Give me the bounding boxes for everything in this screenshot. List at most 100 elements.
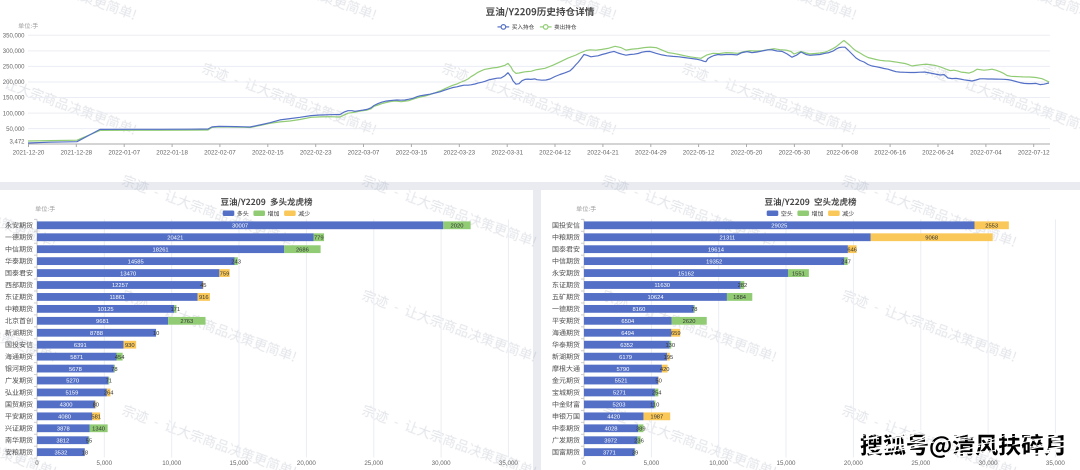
svg-text:659: 659 [671,331,681,337]
svg-text:0: 0 [582,460,586,467]
svg-text:2022-06-24: 2022-06-24 [922,150,954,157]
svg-text:420: 420 [660,367,670,373]
svg-text:1884: 1884 [733,295,747,301]
svg-text:930: 930 [125,343,135,349]
svg-text:5203: 5203 [613,403,626,409]
svg-text:100,000: 100,000 [3,111,25,117]
svg-text:35,000: 35,000 [1046,460,1065,467]
svg-text:2553: 2553 [985,224,998,230]
svg-text:25,000: 25,000 [911,460,930,467]
svg-text:2022-07-04: 2022-07-04 [970,150,1002,157]
svg-text:2022-02-23: 2022-02-23 [300,150,332,157]
svg-text:2022-03-31: 2022-03-31 [491,150,523,157]
svg-text:29025: 29025 [771,224,787,230]
svg-text:39: 39 [632,450,638,456]
svg-text:2021-12-20: 2021-12-20 [13,150,45,157]
svg-text:916: 916 [199,295,209,301]
svg-text:9681: 9681 [96,319,109,325]
svg-text:2022-06-08: 2022-06-08 [826,150,858,157]
svg-text:4028: 4028 [605,427,618,433]
svg-text:3972: 3972 [604,438,617,444]
svg-text:2022-06-16: 2022-06-16 [874,150,906,157]
svg-text:12257: 12257 [112,283,128,289]
svg-text:2022-01-07: 2022-01-07 [108,150,140,157]
svg-text:20,000: 20,000 [297,460,316,467]
svg-text:759: 759 [220,271,230,277]
svg-text:5159: 5159 [65,391,78,397]
svg-text:13470: 13470 [120,271,136,277]
svg-text:2022-04-12: 2022-04-12 [539,150,571,157]
svg-text:250,000: 250,000 [3,65,25,71]
svg-text:130: 130 [665,343,675,349]
svg-text:646: 646 [847,247,857,253]
svg-text:1987: 1987 [650,415,663,421]
svg-text:2022-02-15: 2022-02-15 [252,150,284,157]
svg-text:2022-05-12: 2022-05-12 [683,150,715,157]
svg-text:50: 50 [655,379,661,385]
svg-text:10,000: 10,000 [162,460,181,467]
svg-text:300,000: 300,000 [3,49,25,55]
svg-text:6504: 6504 [621,319,635,325]
svg-text:15,000: 15,000 [230,460,249,467]
svg-text:2022-01-18: 2022-01-18 [156,150,188,157]
svg-text:6391: 6391 [74,343,87,349]
svg-text:5871: 5871 [70,355,83,361]
svg-text:1340: 1340 [92,427,105,433]
svg-text:2022-05-20: 2022-05-20 [731,150,763,157]
svg-text:2620: 2620 [683,319,696,325]
svg-text:243: 243 [231,259,241,265]
svg-text:264: 264 [104,391,114,397]
svg-text:8160: 8160 [632,307,645,313]
svg-text:2763: 2763 [180,319,193,325]
svg-text:2022-07-12: 2022-07-12 [1018,150,1050,157]
svg-text:14585: 14585 [128,259,144,265]
svg-text:18: 18 [82,450,88,456]
svg-text:779: 779 [314,235,324,241]
svg-text:11630: 11630 [654,283,670,289]
svg-text:389: 389 [636,427,646,433]
svg-text:4300: 4300 [60,403,73,409]
svg-text:247: 247 [841,259,851,265]
svg-text:10: 10 [153,331,159,337]
svg-text:30,000: 30,000 [432,460,451,467]
svg-text:6494: 6494 [621,331,635,337]
svg-text:78: 78 [111,367,117,373]
svg-text:3878: 3878 [57,427,70,433]
svg-text:2020: 2020 [451,224,464,230]
svg-text:35,000: 35,000 [499,460,518,467]
svg-text:20,000: 20,000 [844,460,863,467]
svg-text:195: 195 [664,355,674,361]
svg-text:2022-03-23: 2022-03-23 [443,150,475,157]
svg-text:0: 0 [35,460,39,467]
svg-text:30007: 30007 [232,224,248,230]
svg-text:171: 171 [170,307,180,313]
svg-text:2022-03-15: 2022-03-15 [396,150,428,157]
svg-text:254: 254 [652,391,662,397]
svg-text:110: 110 [650,403,659,409]
svg-text:8788: 8788 [90,331,103,337]
svg-text:236: 236 [634,438,644,444]
svg-text:3771: 3771 [603,450,616,456]
svg-text:150,000: 150,000 [3,96,25,102]
svg-text:30,000: 30,000 [979,460,998,467]
svg-text:5,000: 5,000 [644,460,660,467]
svg-text:350,000: 350,000 [3,34,25,40]
svg-text:25,000: 25,000 [364,460,383,467]
svg-text:5,000: 5,000 [97,460,113,467]
svg-text:10,000: 10,000 [709,460,728,467]
svg-text:2022-04-29: 2022-04-29 [635,150,667,157]
svg-text:21311: 21311 [720,235,736,241]
svg-text:11861: 11861 [109,295,125,301]
svg-text:1551: 1551 [792,271,805,277]
svg-text:4420: 4420 [607,415,620,421]
svg-text:80: 80 [93,403,99,409]
svg-text:78: 78 [691,307,697,313]
svg-text:3,472: 3,472 [9,139,25,145]
svg-text:10624: 10624 [647,295,664,301]
svg-text:5521: 5521 [615,379,628,385]
svg-text:581: 581 [91,415,101,421]
svg-text:6179: 6179 [619,355,632,361]
svg-text:15162: 15162 [678,271,694,277]
svg-text:4080: 4080 [58,415,71,421]
svg-text:71: 71 [106,379,112,385]
